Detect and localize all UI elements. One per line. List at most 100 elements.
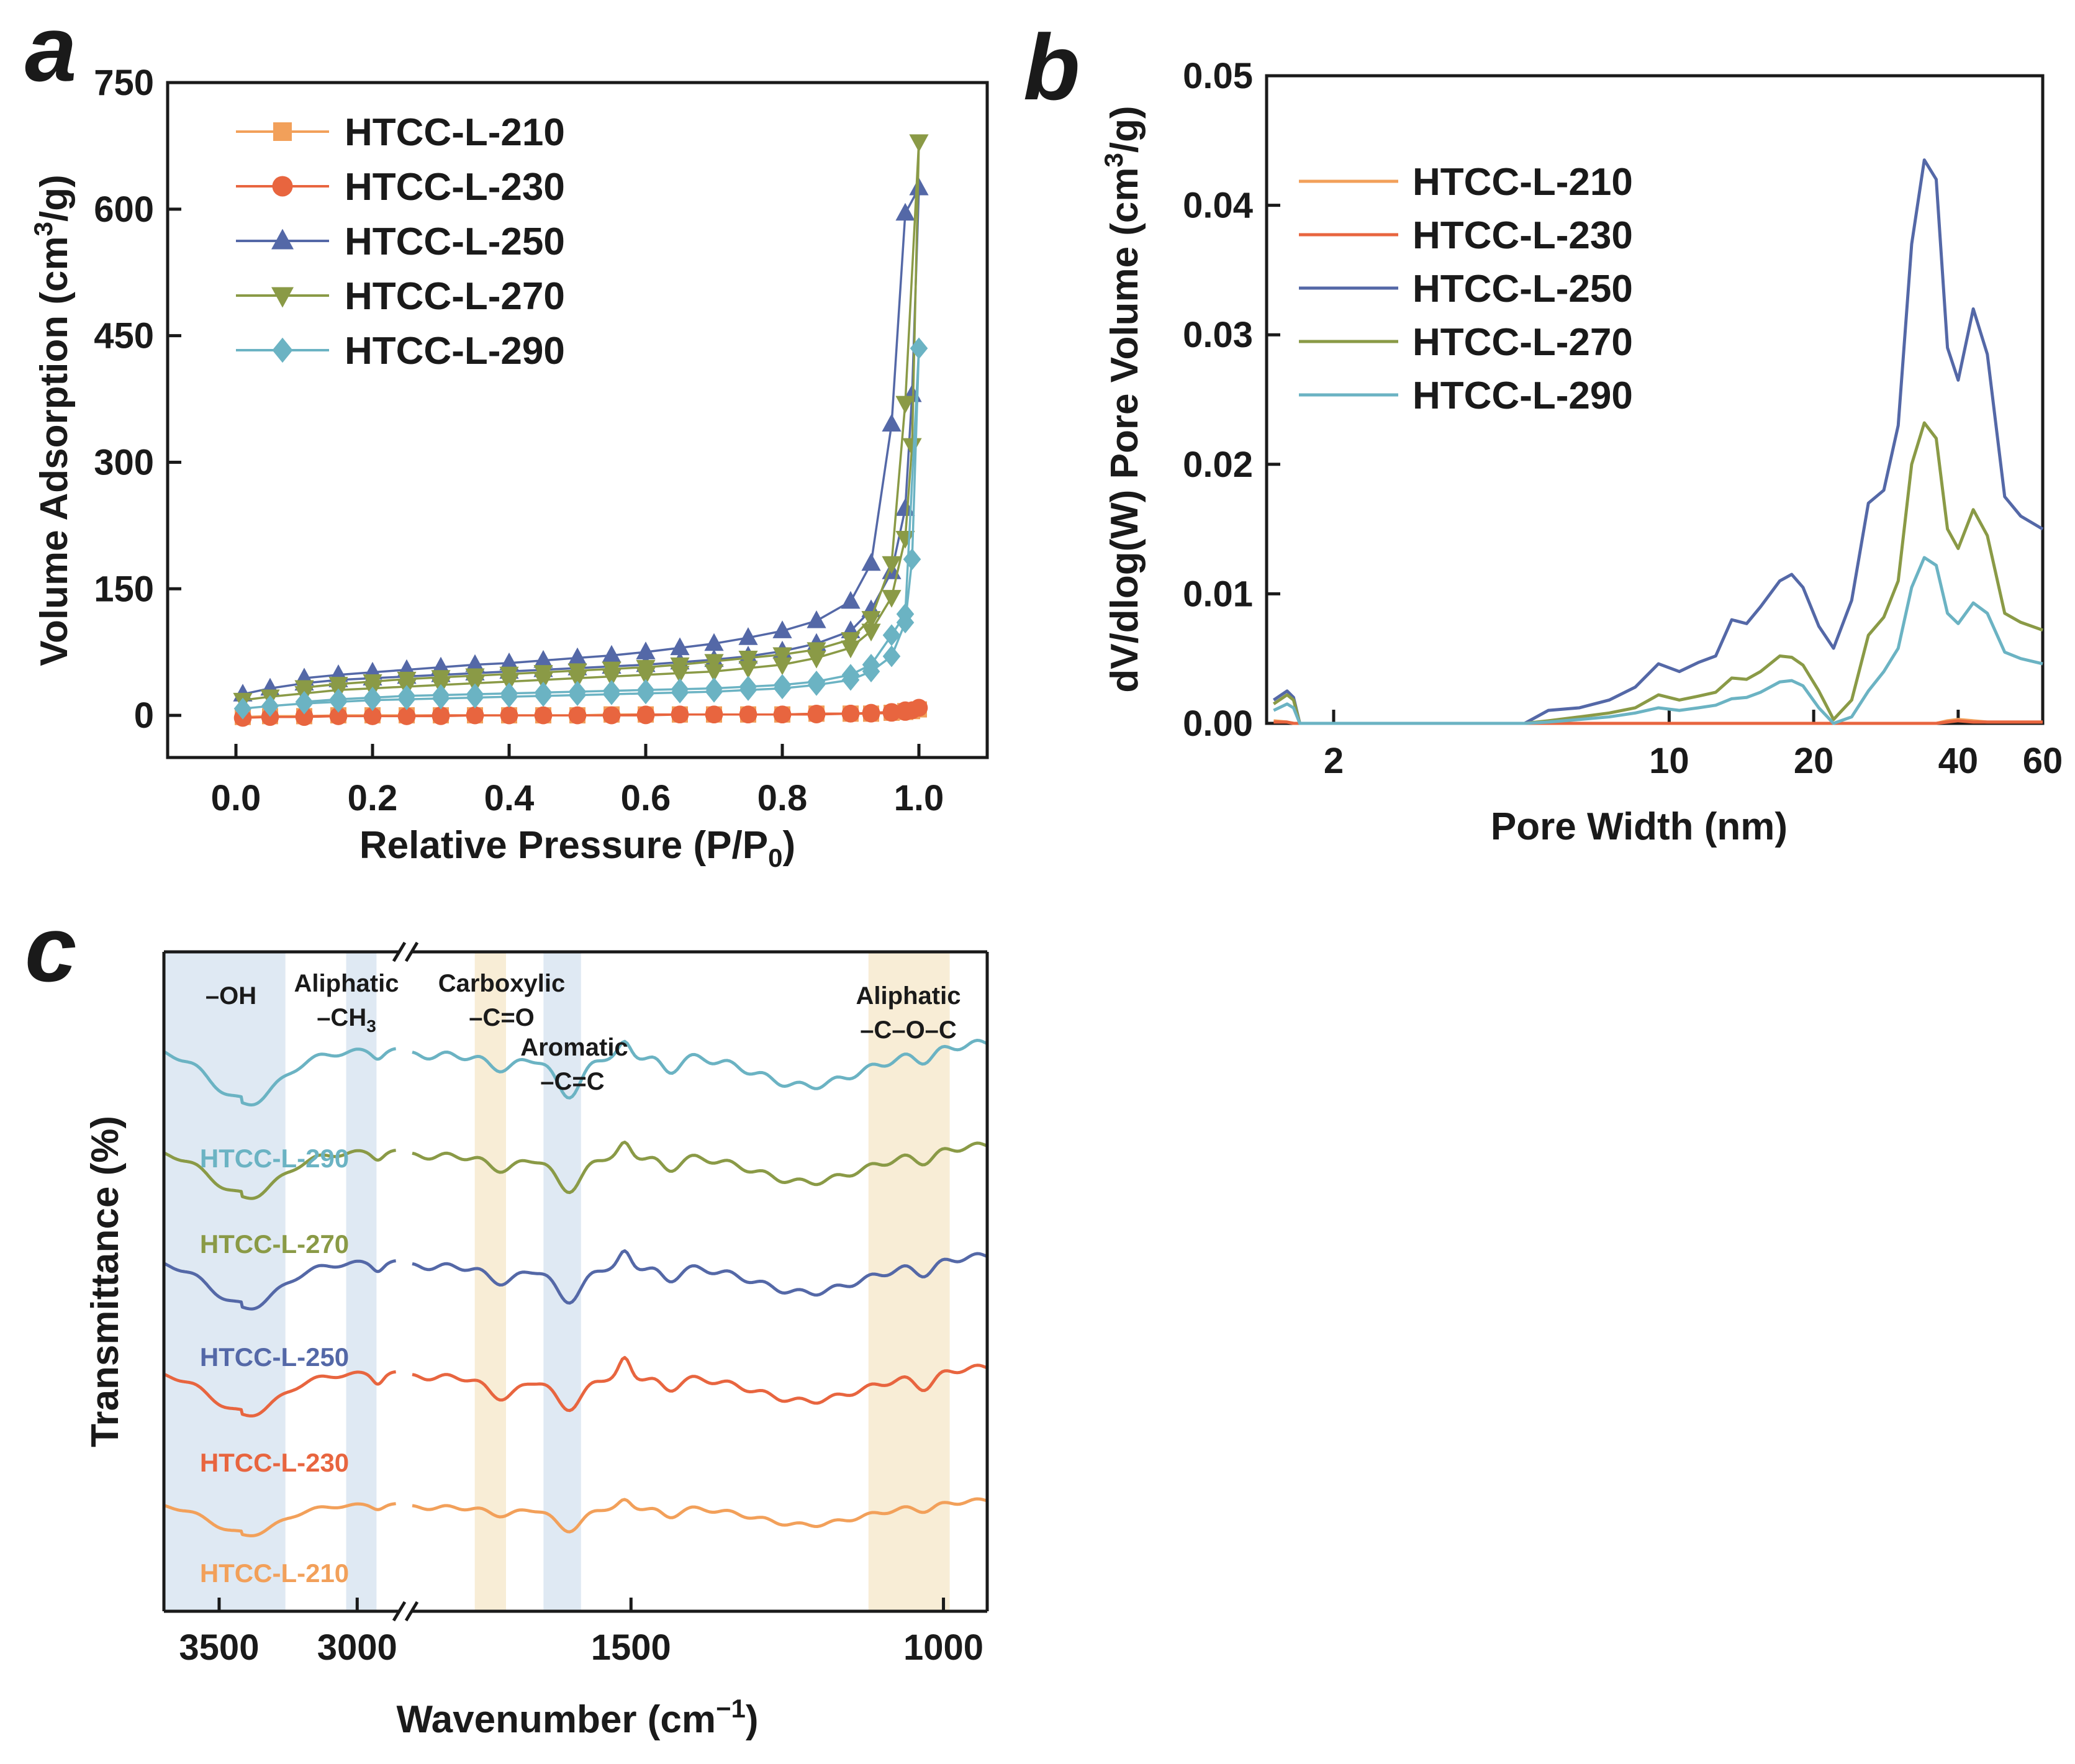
data-point bbox=[500, 706, 518, 725]
data-point bbox=[895, 396, 915, 414]
y-tick-label: 0 bbox=[134, 695, 154, 736]
data-point bbox=[465, 668, 485, 687]
x-tick-label: 0.4 bbox=[484, 778, 535, 818]
band-label-carboxylic: Carboxylic bbox=[438, 970, 566, 997]
data-point bbox=[704, 654, 724, 672]
data-point bbox=[397, 671, 417, 690]
data-point bbox=[882, 590, 902, 608]
data-point bbox=[882, 414, 902, 432]
x-tick-label: 0.2 bbox=[348, 778, 398, 818]
legend-label: HTCC-L-210 bbox=[1413, 161, 1633, 204]
data-point bbox=[636, 679, 655, 701]
panel-a-legend: HTCC-L-210 HTCC-L-230 HTCC-L-250 HTCC-L-270… bbox=[236, 111, 565, 373]
data-point bbox=[499, 652, 519, 671]
data-point bbox=[261, 708, 279, 726]
spectrum-line-htcc-l-290 bbox=[412, 1039, 988, 1100]
x-tick-label: 20 bbox=[1794, 741, 1834, 781]
band-label-oh: –OH bbox=[206, 982, 256, 1010]
data-point bbox=[705, 705, 723, 724]
data-point bbox=[499, 666, 519, 685]
data-point bbox=[363, 707, 382, 725]
highlight-band bbox=[474, 952, 506, 1611]
data-point bbox=[910, 699, 928, 717]
data-point bbox=[636, 659, 656, 678]
data-point bbox=[772, 620, 792, 638]
band-label-aliphatic-ch3: Aliphatic bbox=[294, 970, 399, 997]
series-label-htcc-l-250: HTCC-L-250 bbox=[200, 1342, 349, 1372]
data-point bbox=[882, 703, 901, 721]
data-point bbox=[861, 553, 881, 571]
legend-label: HTCC-L-290 bbox=[345, 330, 565, 373]
y-tick-label: 0.04 bbox=[1183, 186, 1253, 226]
data-point bbox=[841, 705, 860, 723]
x-tick-label: 0.8 bbox=[757, 778, 808, 818]
series-label-htcc-l-290: HTCC-L-290 bbox=[200, 1144, 349, 1173]
data-point bbox=[431, 670, 451, 688]
series-htcc-l-270 bbox=[163, 1141, 988, 1200]
spectrum-line-htcc-l-290 bbox=[163, 1047, 397, 1106]
data-point bbox=[295, 707, 314, 725]
highlight-band bbox=[868, 952, 950, 1611]
panel-b-legend: HTCC-L-210 HTCC-L-230 HTCC-L-250 HTCC-L-270… bbox=[1299, 161, 1633, 417]
highlight-band bbox=[164, 952, 286, 1611]
panel-c-x-title: Wavenumber (cm−1) bbox=[396, 1694, 758, 1741]
series-htcc-l-290 bbox=[163, 1039, 988, 1106]
legend-label: HTCC-L-290 bbox=[1413, 374, 1633, 417]
data-point bbox=[466, 683, 484, 705]
band-label-ch3: –CH3 bbox=[317, 1004, 376, 1036]
data-point bbox=[567, 663, 587, 681]
data-point bbox=[909, 134, 929, 153]
legend-marker bbox=[272, 337, 293, 363]
data-point bbox=[704, 664, 724, 682]
series-label-htcc-l-270: HTCC-L-270 bbox=[200, 1229, 349, 1259]
spectrum-line-htcc-l-250 bbox=[412, 1249, 988, 1305]
data-point bbox=[862, 703, 880, 722]
data-point bbox=[363, 674, 382, 692]
data-point bbox=[841, 590, 861, 609]
series-htcc-l-230 bbox=[233, 699, 928, 727]
legend-marker bbox=[271, 287, 294, 308]
legend-label: HTCC-L-230 bbox=[345, 166, 565, 209]
x-tick-label: 10 bbox=[1649, 741, 1689, 781]
x-tick-label: 1500 bbox=[591, 1627, 671, 1668]
data-point bbox=[568, 706, 587, 725]
data-point bbox=[738, 650, 758, 669]
x-tick-label: 3500 bbox=[179, 1627, 259, 1668]
legend-marker bbox=[272, 176, 293, 197]
spectrum-line-htcc-l-230 bbox=[412, 1355, 988, 1413]
y-tick-label: 450 bbox=[94, 316, 154, 356]
data-point bbox=[295, 690, 314, 713]
panel-c-y-title: Transmittance (%) bbox=[84, 1116, 127, 1447]
data-point bbox=[602, 645, 622, 663]
x-tick-label: 1.0 bbox=[894, 778, 944, 818]
legend-label: HTCC-L-210 bbox=[345, 111, 565, 154]
band-label-coc: –C–O–C bbox=[860, 1016, 957, 1044]
legend-marker bbox=[271, 228, 294, 250]
x-tick-label: 2 bbox=[1324, 741, 1344, 781]
data-point bbox=[261, 695, 279, 717]
band-label-aliphatic-coc: Aliphatic bbox=[856, 982, 961, 1010]
data-point bbox=[329, 688, 348, 710]
x-tick-label: 40 bbox=[1938, 741, 1979, 781]
data-point bbox=[670, 657, 690, 676]
panel-c-band-annotations: –OH Aliphatic –CH3 Carboxylic –C=O Aroma… bbox=[206, 970, 961, 1095]
panel-b-y-title: dV/dlog(W) Pore Volume (cm3/g) bbox=[1099, 106, 1146, 692]
data-point bbox=[329, 707, 348, 725]
series-htcc-l-270 bbox=[233, 134, 929, 711]
data-point bbox=[568, 681, 587, 703]
data-point bbox=[896, 603, 915, 625]
series-line-htcc-l-270 bbox=[1272, 421, 2043, 725]
y-tick-label: 300 bbox=[94, 442, 154, 482]
data-point bbox=[773, 705, 792, 724]
data-point bbox=[465, 654, 485, 672]
legend-label: HTCC-L-270 bbox=[1413, 321, 1633, 364]
data-point bbox=[533, 665, 553, 683]
data-point bbox=[567, 647, 587, 666]
data-point bbox=[738, 627, 758, 645]
series-htcc-l-250 bbox=[233, 177, 929, 702]
data-point bbox=[895, 202, 915, 221]
data-point bbox=[861, 623, 881, 642]
data-point bbox=[432, 706, 450, 725]
panel-a-isotherm-chart: 0.0 0.2 0.4 0.6 0.8 1.0 0 150 300 450 600 750 HTCC-… bbox=[29, 63, 989, 872]
spectrum-line-htcc-l-270 bbox=[412, 1141, 988, 1195]
